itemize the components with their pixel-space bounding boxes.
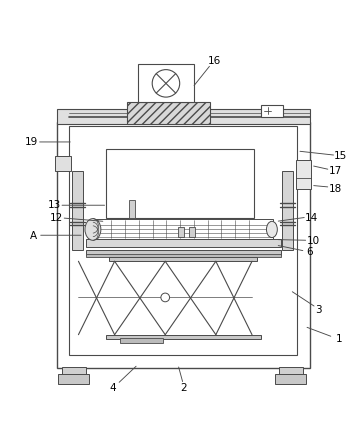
Text: 14: 14: [305, 213, 318, 223]
Bar: [279, 367, 303, 375]
Bar: [86, 254, 281, 257]
Bar: [55, 156, 71, 171]
Bar: [189, 226, 195, 237]
Ellipse shape: [85, 218, 101, 240]
Circle shape: [161, 293, 170, 302]
Bar: [178, 226, 184, 237]
Ellipse shape: [266, 222, 277, 237]
Text: 6: 6: [307, 247, 313, 257]
Bar: [138, 64, 194, 102]
Bar: [282, 171, 293, 250]
Text: 3: 3: [315, 305, 322, 315]
Text: 10: 10: [307, 237, 320, 246]
Bar: [261, 105, 283, 117]
Text: 2: 2: [180, 383, 187, 393]
Bar: [57, 122, 310, 368]
Text: 12: 12: [50, 213, 64, 223]
Bar: [127, 102, 211, 124]
Text: 15: 15: [334, 152, 347, 161]
Bar: [72, 171, 83, 250]
Text: 13: 13: [48, 200, 61, 210]
Bar: [62, 367, 86, 375]
Bar: [106, 149, 254, 218]
Bar: [106, 334, 261, 339]
Bar: [86, 250, 281, 255]
Bar: [129, 200, 135, 218]
Text: A: A: [30, 231, 37, 241]
Text: 17: 17: [329, 166, 342, 176]
Text: 16: 16: [207, 55, 221, 66]
Bar: [57, 109, 310, 124]
Bar: [120, 338, 163, 342]
Bar: [275, 374, 306, 384]
Bar: [86, 239, 281, 247]
Bar: [109, 257, 257, 261]
Text: 1: 1: [335, 334, 342, 344]
Bar: [69, 126, 297, 355]
Bar: [58, 374, 89, 384]
Bar: [93, 219, 273, 239]
Text: 19: 19: [25, 137, 38, 147]
Text: 18: 18: [329, 184, 342, 194]
Text: 4: 4: [110, 383, 116, 393]
Bar: [297, 160, 311, 189]
